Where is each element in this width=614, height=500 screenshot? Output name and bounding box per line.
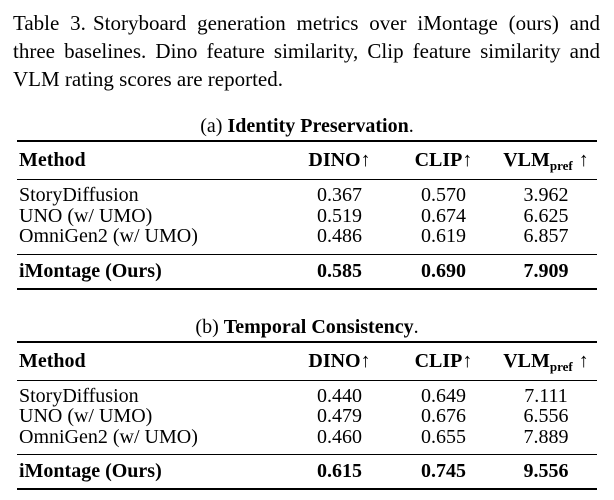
vlm-label: VLM xyxy=(503,349,550,372)
highlight-row-ours: iMontage (Ours) 0.585 0.690 7.909 xyxy=(17,254,597,289)
clip-cell: 0.676 xyxy=(421,405,466,427)
subcaption-b-title: Temporal Consistency xyxy=(223,315,414,338)
vlm-cell: 6.556 xyxy=(523,405,569,427)
column-header-vlm: VLMpref ↑ xyxy=(495,342,597,381)
caption-line: three baselines. Dino feature similarity… xyxy=(13,39,600,63)
clip-cell: 0.570 xyxy=(421,184,466,206)
clip-cell: 0.649 xyxy=(421,384,466,407)
dino-label: DINO xyxy=(308,149,361,171)
dino-cell: 0.367 xyxy=(317,184,362,206)
table-caption: Table 3. Storyboard generation metrics ov… xyxy=(13,0,600,93)
table-temporal-consistency: Method DINO↑ CLIP↑ VLMpref ↑ StoryDiffusi… xyxy=(17,341,597,491)
vlm-cell: 3.962 xyxy=(523,184,569,206)
clip-cell: 0.674 xyxy=(421,204,466,227)
clip-cell: 0.619 xyxy=(421,225,466,247)
table-identity-preservation: Method DINO↑ CLIP↑ VLMpref ↑ StoryDiffusi… xyxy=(17,140,597,290)
dino-label: DINO xyxy=(308,349,361,372)
subcaption-a-suffix: . xyxy=(408,115,414,137)
method-cell: StoryDiffusion xyxy=(19,384,139,407)
method-cell: UNO (w/ UMO) xyxy=(19,405,153,427)
subcaption-a: (a) Identity Preservation. xyxy=(17,113,597,140)
vlm-subscript: pref xyxy=(549,158,573,173)
up-arrow-icon: ↑ xyxy=(578,349,589,372)
method-cell: OmniGen2 (w/ UMO) xyxy=(19,225,198,247)
method-cell: iMontage (Ours) xyxy=(19,259,162,282)
column-header-clip: CLIP↑ xyxy=(392,141,495,180)
highlight-row-ours: iMontage (Ours) 0.615 0.745 9.556 xyxy=(17,454,597,489)
method-cell: UNO (w/ UMO) xyxy=(19,204,153,227)
dino-cell: 0.486 xyxy=(317,225,362,247)
column-header-dino: DINO↑ xyxy=(287,342,392,381)
subcaption-a-title: Identity Preservation xyxy=(227,115,409,137)
method-cell: OmniGen2 (w/ UMO) xyxy=(19,425,198,448)
method-cell: iMontage (Ours) xyxy=(19,460,162,482)
subcaption-b-suffix: . xyxy=(413,315,419,338)
column-header-clip: CLIP↑ xyxy=(392,342,495,381)
dino-cell: 0.519 xyxy=(317,204,362,227)
column-header-method: Method xyxy=(19,349,86,372)
column-header-dino: DINO↑ xyxy=(287,141,392,180)
dino-cell: 0.615 xyxy=(317,460,362,482)
vlm-cell: 6.857 xyxy=(523,225,569,247)
vlm-label: VLM xyxy=(503,149,550,171)
clip-label: CLIP xyxy=(414,149,463,171)
column-header-method: Method xyxy=(19,149,86,171)
vlm-cell: 7.909 xyxy=(523,259,569,282)
subcaption-a-prefix: (a) xyxy=(200,115,223,137)
subcaption-b-prefix: (b) xyxy=(195,315,219,338)
vlm-cell: 9.556 xyxy=(523,460,569,482)
table-row: UNO (w/ UMO) 0.519 0.674 6.625 xyxy=(17,204,597,227)
column-header-vlm: VLMpref ↑ xyxy=(495,141,597,180)
header-row: Method DINO↑ CLIP↑ VLMpref ↑ xyxy=(17,341,597,381)
up-arrow-icon: ↑ xyxy=(360,149,371,171)
table-row: OmniGen2 (w/ UMO) 0.460 0.655 7.889 xyxy=(17,425,597,455)
caption-label: Table 3. xyxy=(13,11,86,35)
up-arrow-icon: ↑ xyxy=(462,349,473,372)
clip-cell: 0.690 xyxy=(421,259,466,282)
method-cell: StoryDiffusion xyxy=(19,184,139,206)
table-row: OmniGen2 (w/ UMO) 0.486 0.619 6.857 xyxy=(17,226,597,254)
dino-cell: 0.479 xyxy=(317,405,362,427)
vlm-cell: 7.111 xyxy=(524,384,568,407)
caption-text: Storyboard generation metrics over iMont… xyxy=(92,11,600,35)
table-row: StoryDiffusion 0.367 0.570 3.962 xyxy=(17,180,597,206)
clip-cell: 0.745 xyxy=(421,460,466,482)
up-arrow-icon: ↑ xyxy=(462,149,473,171)
header-row: Method DINO↑ CLIP↑ VLMpref ↑ xyxy=(17,141,597,180)
dino-cell: 0.585 xyxy=(317,259,362,282)
vlm-cell: 7.889 xyxy=(523,425,569,448)
clip-cell: 0.655 xyxy=(421,425,466,448)
table-row: StoryDiffusion 0.440 0.649 7.111 xyxy=(17,380,597,406)
subcaption-b: (b) Temporal Consistency. xyxy=(17,314,597,341)
vlm-cell: 6.625 xyxy=(523,204,569,227)
vlm-subscript: pref xyxy=(549,358,573,374)
up-arrow-icon: ↑ xyxy=(578,149,589,171)
up-arrow-icon: ↑ xyxy=(360,349,371,372)
caption-line: VLM rating scores are reported. xyxy=(13,67,283,91)
caption-line: Table 3. Storyboard generation metrics ov… xyxy=(13,9,600,37)
table-row: UNO (w/ UMO) 0.479 0.676 6.556 xyxy=(17,406,597,427)
clip-label: CLIP xyxy=(414,349,463,372)
dino-cell: 0.460 xyxy=(317,425,362,448)
dino-cell: 0.440 xyxy=(317,384,362,407)
